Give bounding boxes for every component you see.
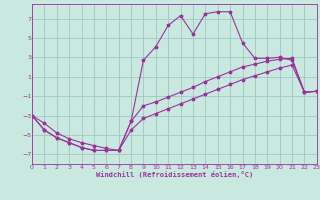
X-axis label: Windchill (Refroidissement éolien,°C): Windchill (Refroidissement éolien,°C) [96,171,253,178]
